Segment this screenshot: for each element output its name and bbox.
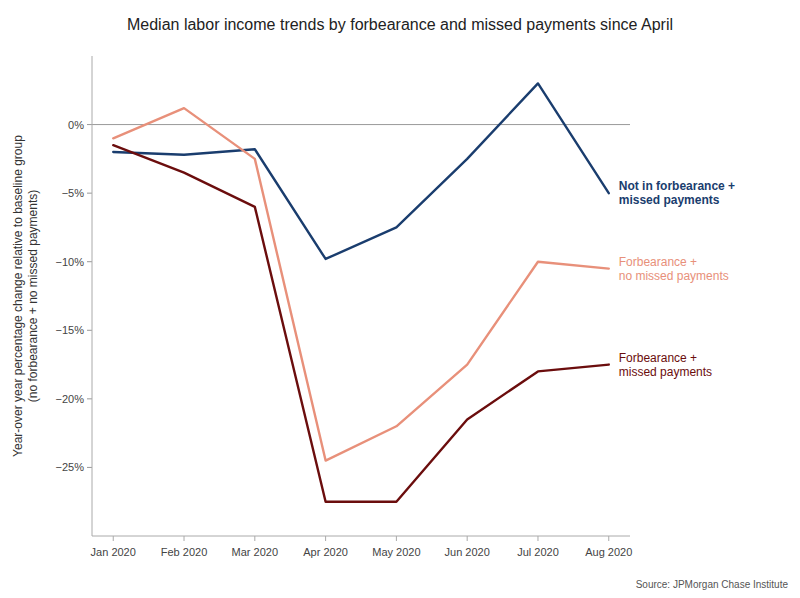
- series-label-line: Forbearance +: [619, 255, 697, 269]
- background: [0, 0, 800, 598]
- y-tick-label: −5%: [62, 187, 85, 199]
- y-tick: [87, 467, 92, 468]
- x-tick: [537, 536, 538, 541]
- series-label-line: Forbearance +: [619, 351, 697, 365]
- x-tick-label: Apr 2020: [303, 546, 348, 558]
- series-labels: Not in forbearance +missed paymentsForbe…: [619, 179, 735, 378]
- series-label: Forbearance +no missed payments: [619, 255, 729, 283]
- x-tick: [254, 536, 255, 541]
- series-label-line: missed payments: [619, 365, 712, 379]
- series-label-line: Not in forbearance +: [619, 179, 735, 193]
- series-line: [113, 108, 609, 460]
- y-tick: [87, 330, 92, 331]
- x-tick: [467, 536, 468, 541]
- x-tick-label: Feb 2020: [161, 546, 207, 558]
- x-tick-label: May 2020: [372, 546, 420, 558]
- title: Median labor income trends by forbearanc…: [127, 16, 673, 33]
- y-tick: [87, 261, 92, 262]
- x-tick-label: Mar 2020: [232, 546, 278, 558]
- source: Source: JPMorgan Chase Institute: [636, 579, 789, 590]
- y-tick-label: 0%: [68, 119, 84, 131]
- series-label: Not in forbearance +missed payments: [619, 179, 735, 207]
- y-tick-label: −15%: [56, 324, 85, 336]
- x-tick-label: Jul 2020: [517, 546, 559, 558]
- x-tick-label: Jun 2020: [445, 546, 490, 558]
- y-tick-label: −20%: [56, 393, 85, 405]
- series-line: [113, 145, 609, 502]
- y-tick: [87, 124, 92, 125]
- x-tick: [184, 536, 185, 541]
- y-axis-label-line: (no forbearance + no missed payments): [26, 190, 40, 402]
- plot-area: [113, 83, 609, 501]
- axes: 0% −5% −10% −15% −20% −25% Jan 2020 Feb 2020 Mar…: [56, 56, 633, 558]
- x-tick-label: Jan 2020: [91, 546, 136, 558]
- y-tick: [87, 193, 92, 194]
- x-tick: [608, 536, 609, 541]
- y-axis-label: Year-over year percentage change relativ…: [11, 135, 40, 457]
- series-label-line: no missed payments: [619, 269, 729, 283]
- x-tick-label: Aug 2020: [585, 546, 632, 558]
- series-label: Forbearance +missed payments: [619, 351, 712, 379]
- x-tick: [396, 536, 397, 541]
- y-axis-line: [92, 56, 93, 536]
- x-axis-line: [92, 536, 630, 537]
- y-tick-label: −25%: [56, 461, 85, 473]
- series-label-line: missed payments: [619, 193, 720, 207]
- y-axis-label-line: Year-over year percentage change relativ…: [11, 135, 25, 457]
- y-tick-label: −10%: [56, 256, 85, 268]
- zero-line: [92, 124, 630, 125]
- chart: Median labor income trends by forbearanc…: [0, 0, 800, 598]
- x-tick: [325, 536, 326, 541]
- y-tick: [87, 398, 92, 399]
- x-tick: [113, 536, 114, 541]
